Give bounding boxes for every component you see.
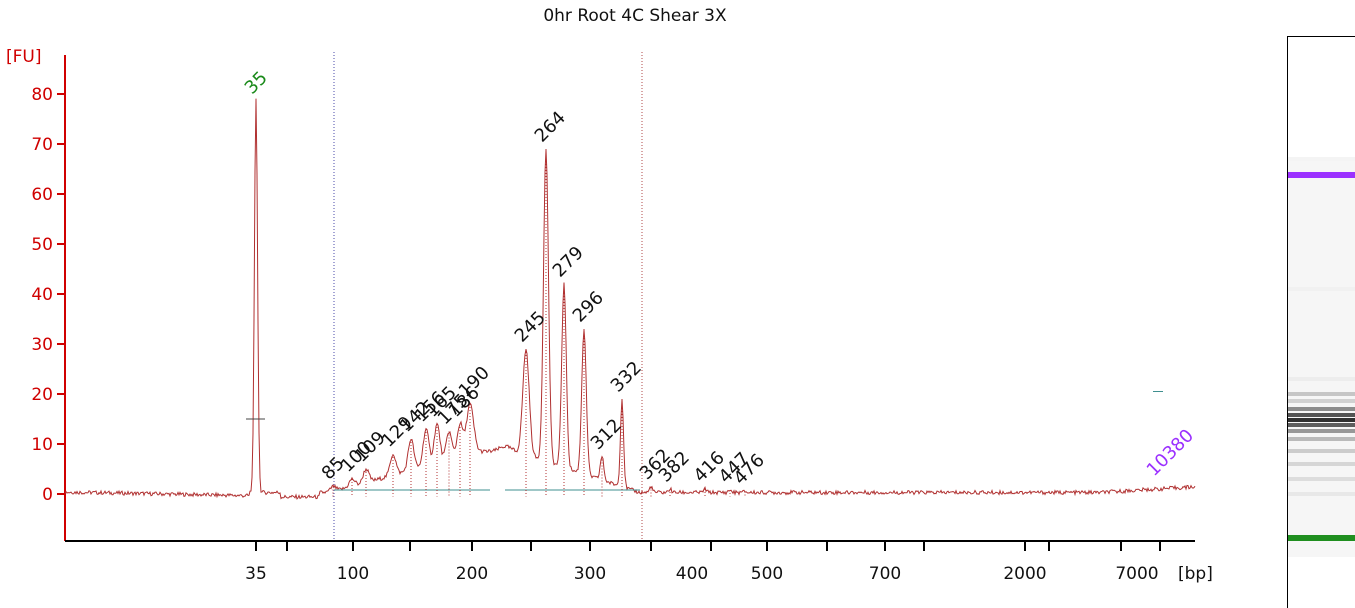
x-tick-label: 500 [751,564,783,584]
upper-marker-label: 10380 [1143,425,1198,480]
x-tick-label: 35 [245,564,267,584]
peak-label: 245 [511,307,550,346]
gel-band [1288,413,1355,417]
peak-label: 279 [549,242,588,281]
x-tick-label: 100 [337,564,369,584]
gel-band [1288,407,1355,411]
y-tick-label: 10 [31,435,53,455]
y-tick-label: 50 [31,235,53,255]
gel-image [1288,157,1355,557]
gel-background [1288,157,1355,557]
x-tick-label: 7000 [1115,564,1158,584]
y-tick-label: 80 [31,85,53,105]
gel-band [1288,437,1355,441]
y-tick-label: 30 [31,335,53,355]
y-tick-label: 70 [31,135,53,155]
x-tick-label: 300 [574,564,606,584]
x-axis-label: [bp] [1178,564,1213,584]
x-tick-label: 2000 [1003,564,1046,584]
gel-band [1288,287,1355,291]
gel-band [1288,423,1355,427]
y-axis-label: [FU] [6,47,42,67]
lower-marker-band [1288,535,1355,541]
upper-marker-band [1288,172,1355,178]
gel-band [1288,429,1355,433]
x-tick-label: 400 [676,564,708,584]
gel-band [1288,157,1355,161]
peak-labels: 3510380851001091291421561651751861902452… [241,67,1198,489]
peak-label: 296 [569,287,608,326]
gel-band [1288,377,1355,381]
y-tick-label: 40 [31,285,53,305]
chart-title: 0hr Root 4C Shear 3X [543,6,727,26]
analysis-region [333,52,643,541]
gel-band [1288,418,1355,422]
gel-band [1288,399,1355,403]
signal-trace [64,98,1196,500]
y-tick-label: 0 [42,485,53,505]
y-tick-label: 20 [31,385,53,405]
peak-label: 264 [531,107,570,146]
y-tick-label: 60 [31,185,53,205]
gel-band [1288,492,1355,496]
gel-band [1288,477,1355,481]
lower-marker-label: 35 [241,67,272,98]
gel-band [1288,462,1355,466]
gel-lane [1287,36,1355,608]
peak-label: 332 [607,357,646,396]
peak-droplines [332,149,746,497]
gel-band [1288,449,1355,453]
x-tick-label: 700 [869,564,901,584]
x-tick-label: 200 [456,564,488,584]
electropherogram: [FU] 0 10 20 30 40 50 60 70 80 35 100 200 300 400 500 70… [6,47,1213,584]
trace-group [64,98,1196,500]
gel-band [1288,392,1355,396]
axes: [FU] 0 10 20 30 40 50 60 70 80 35 100 200 300 400 500 70… [6,47,1213,584]
